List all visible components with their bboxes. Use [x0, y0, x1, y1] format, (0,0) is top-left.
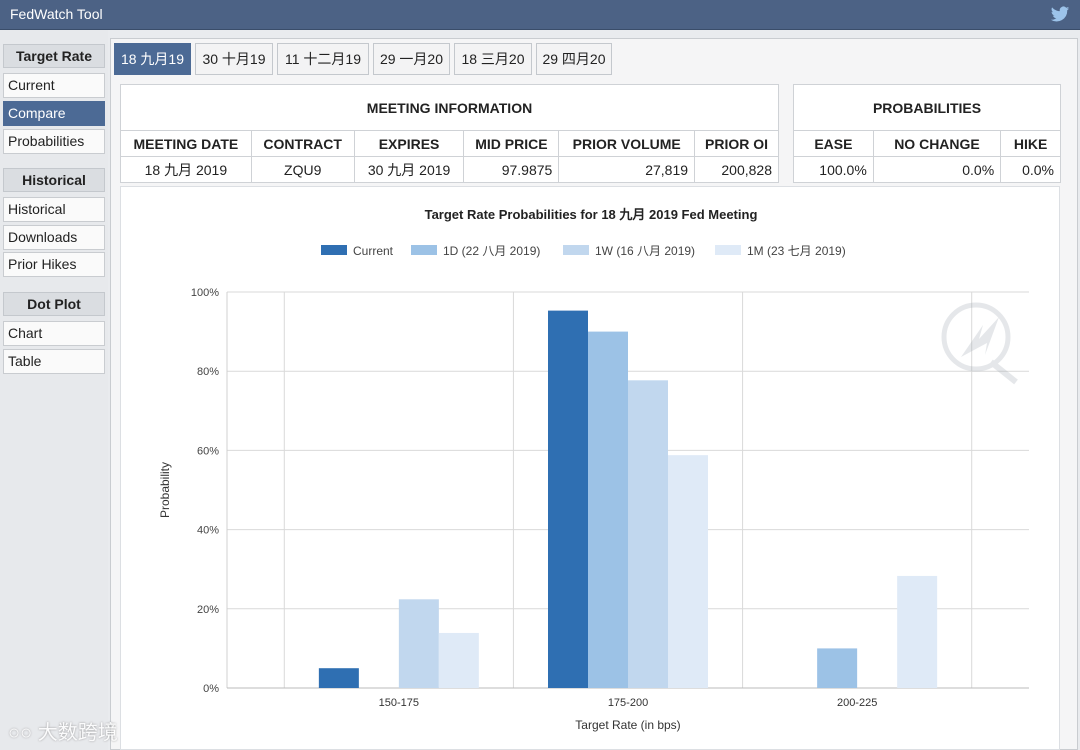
contract-cell: ZQU9 — [250, 156, 355, 183]
chart-title: Target Rate Probabilities for 18 九月 2019… — [425, 207, 758, 222]
meeting-info-table: MEETING INFORMATION MEETING DATE CONTRAC… — [120, 84, 779, 183]
sidebar-item-historical[interactable]: Historical — [3, 197, 105, 222]
y-tick-label: 0% — [203, 683, 219, 695]
bar[interactable] — [318, 668, 359, 688]
bubble-logo-icon: ○○ — [8, 722, 38, 744]
tab-meeting-6[interactable]: 29 四月20 — [536, 43, 612, 75]
sidebar-heading-historical: Historical — [3, 168, 105, 192]
col-header: PRIOR OI — [694, 130, 779, 157]
bar[interactable] — [398, 599, 439, 688]
chart-panel: Target Rate Probabilities for 18 九月 2019… — [120, 186, 1060, 750]
ease-cell: 100.0% — [793, 156, 874, 183]
no-change-cell: 0.0% — [872, 156, 1002, 183]
col-header: CONTRACT — [250, 130, 355, 157]
y-tick-label: 60% — [197, 445, 219, 457]
x-tick-label: 175-200 — [608, 697, 648, 709]
col-header: EASE — [793, 130, 874, 157]
app-title: FedWatch Tool — [10, 6, 103, 22]
x-tick-label: 150-175 — [379, 697, 419, 709]
col-header: MID PRICE — [463, 130, 560, 157]
mid-price-cell: 97.9875 — [463, 156, 560, 183]
legend-swatch — [321, 245, 347, 255]
sidebar-item-probabilities[interactable]: Probabilities — [3, 129, 105, 154]
probabilities-table: PROBABILITIES EASE NO CHANGE HIKE 100.0%… — [793, 84, 1061, 183]
expires-cell: 30 九月 2019 — [353, 156, 465, 183]
legend-label[interactable]: Current — [353, 244, 394, 258]
sidebar-item-table[interactable]: Table — [3, 349, 105, 374]
legend-swatch — [563, 245, 589, 255]
legend-swatch — [715, 245, 741, 255]
sidebar-item-downloads[interactable]: Downloads — [3, 225, 105, 250]
legend-label[interactable]: 1W (16 八月 2019) — [595, 244, 695, 258]
bar[interactable] — [817, 648, 858, 688]
col-header: EXPIRES — [353, 130, 465, 157]
tab-meeting-4[interactable]: 29 一月20 — [373, 43, 450, 75]
chart-legend: Current 1D (22 八月 2019) 1W (16 八月 2019) 1M … — [321, 244, 846, 258]
bar[interactable] — [438, 632, 479, 688]
bar[interactable] — [588, 331, 628, 688]
y-tick-label: 40% — [197, 525, 219, 537]
legend-label[interactable]: 1M (23 七月 2019) — [747, 244, 846, 258]
logo-watermark-icon — [941, 302, 1018, 385]
col-header: NO CHANGE — [872, 130, 1002, 157]
sidebar-heading-dot-plot: Dot Plot — [3, 292, 105, 316]
bar[interactable] — [668, 455, 708, 688]
sidebar-heading-target-rate: Target Rate — [3, 44, 105, 68]
probability-bar-chart: Target Rate Probabilities for 18 九月 2019… — [158, 207, 1029, 732]
prior-volume-cell: 27,819 — [558, 156, 696, 183]
sidebar: Target Rate Current Compare Probabilitie… — [0, 30, 108, 750]
legend-swatch — [411, 245, 437, 255]
tab-meeting-3[interactable]: 11 十二月19 — [277, 43, 369, 75]
corner-watermark: ○○ 大数跨境 — [8, 716, 118, 745]
app-header: FedWatch Tool — [0, 0, 1080, 30]
tab-meeting-1[interactable]: 18 九月19 — [114, 43, 191, 75]
x-axis-ticks: 150-175 175-200 200-225 — [379, 697, 878, 709]
y-tick-label: 100% — [191, 287, 219, 299]
col-header: PRIOR VOLUME — [558, 130, 696, 157]
prior-oi-cell: 200,828 — [694, 156, 779, 183]
hike-cell: 0.0% — [1000, 156, 1061, 183]
chart-bars — [318, 310, 938, 688]
sidebar-item-current[interactable]: Current — [3, 73, 105, 98]
col-header: HIKE — [1000, 130, 1061, 157]
twitter-bird-icon[interactable] — [1050, 4, 1070, 24]
tab-meeting-5[interactable]: 18 三月20 — [454, 43, 532, 75]
meeting-date-cell: 18 九月 2019 — [120, 156, 252, 183]
bar[interactable] — [897, 575, 938, 688]
sidebar-item-prior-hikes[interactable]: Prior Hikes — [3, 252, 105, 277]
y-tick-label: 20% — [197, 604, 219, 616]
x-tick-label: 200-225 — [837, 697, 877, 709]
y-axis-ticks: 0% 20% 40% 60% 80% 100% — [191, 287, 219, 695]
x-axis-label: Target Rate (in bps) — [575, 718, 680, 732]
sidebar-item-compare[interactable]: Compare — [3, 101, 105, 126]
sidebar-item-chart[interactable]: Chart — [3, 321, 105, 346]
tab-meeting-2[interactable]: 30 十月19 — [195, 43, 273, 75]
y-axis-label: Probability — [158, 462, 172, 518]
bar[interactable] — [628, 380, 668, 688]
watermark-text: 大数跨境 — [37, 722, 118, 744]
legend-label[interactable]: 1D (22 八月 2019) — [443, 244, 540, 258]
meeting-info-heading: MEETING INFORMATION — [120, 84, 779, 131]
y-tick-label: 80% — [197, 366, 219, 378]
probabilities-heading: PROBABILITIES — [793, 84, 1061, 131]
bar[interactable] — [548, 310, 588, 688]
col-header: MEETING DATE — [120, 130, 252, 157]
